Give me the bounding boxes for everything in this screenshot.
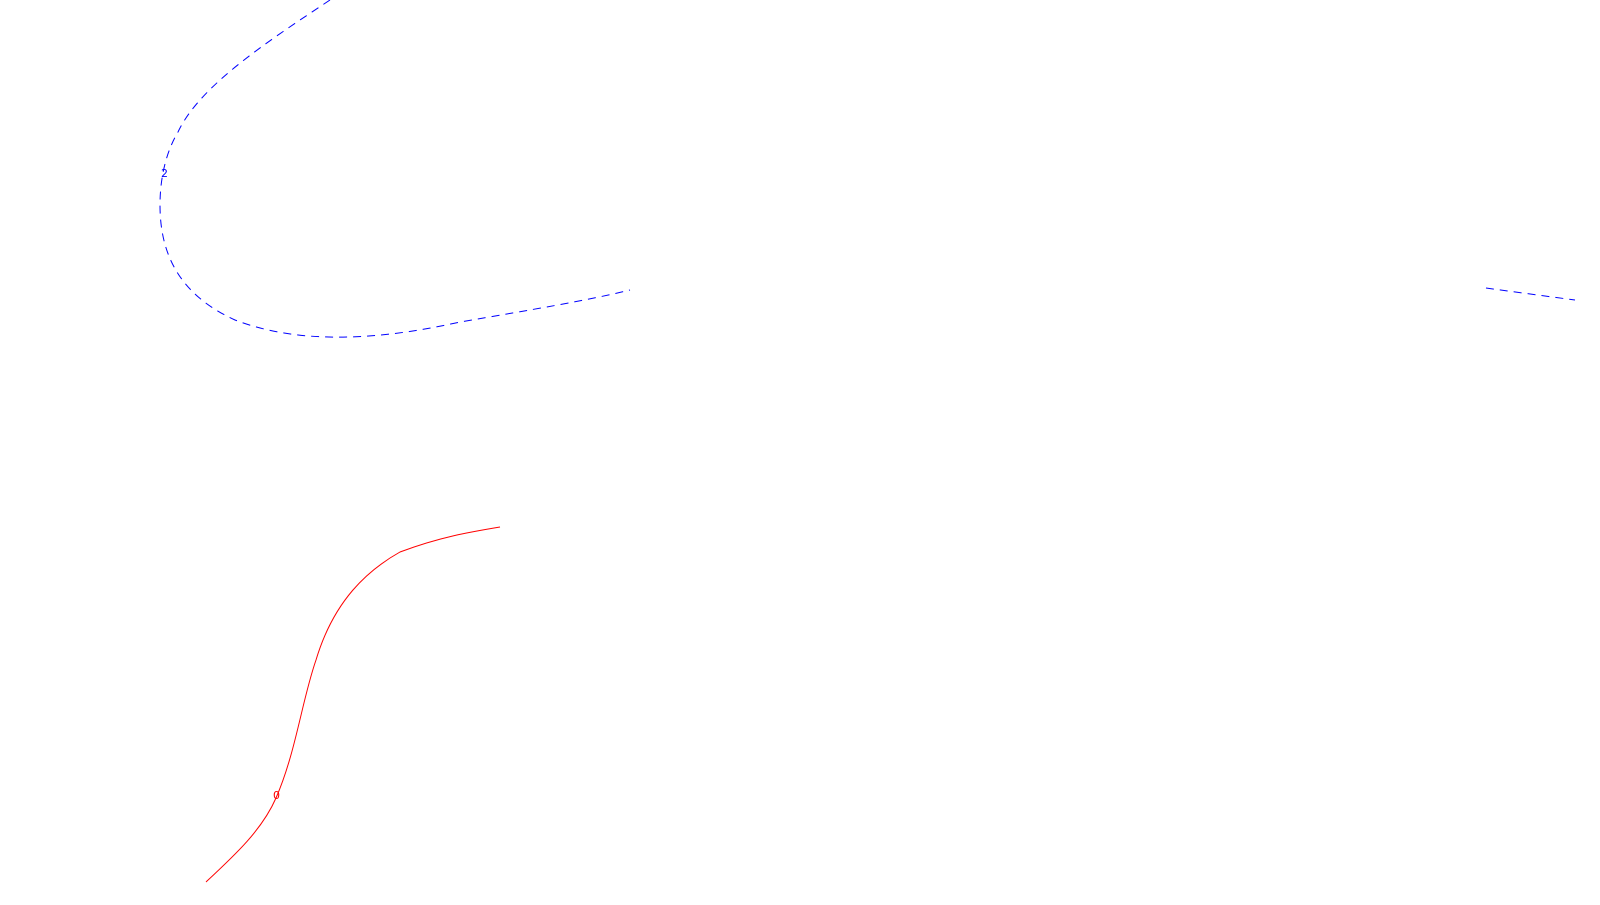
contour-label-level-0: 0 [273, 789, 280, 802]
contour-line-level-2-fragment [1485, 287, 1576, 301]
contour-label-level-2: 2 [161, 167, 168, 180]
contour-line-level-0 [205, 526, 501, 883]
contour-line-level-2 [159, 0, 631, 338]
